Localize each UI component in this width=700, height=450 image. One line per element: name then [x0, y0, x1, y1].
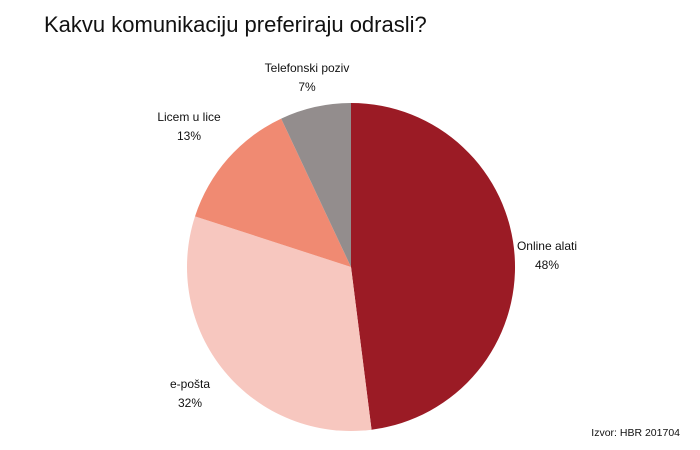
slice-value-licem-u-lice: 13% [177, 129, 201, 143]
slice-label-telefonski-poziv: Telefonski poziv [265, 61, 350, 75]
slice-value-telefonski-poziv: 7% [298, 80, 316, 94]
pie-slice-e-po-ta [187, 216, 372, 432]
pie-slices [187, 103, 516, 432]
slice-labels: Online alati 48% e-pošta 32% Licem u lice 13%… [157, 61, 577, 410]
slice-value-online-alati: 48% [535, 258, 559, 272]
source-note: Izvor: HBR 201704 [591, 427, 680, 439]
slice-value-e-po-ta: 32% [178, 396, 202, 410]
slice-label-online-alati: Online alati [517, 239, 577, 253]
pie-slice-telefonski-poziv [281, 103, 351, 267]
slice-label-e-po-ta: e-pošta [170, 377, 210, 391]
slice-label-licem-u-lice: Licem u lice [157, 110, 221, 124]
chart-title: Kakvu komunikaciju preferiraju odrasli? [44, 12, 427, 37]
pie-slice-licem-u-lice [195, 118, 351, 267]
pie-slice-online-alati [351, 103, 516, 430]
